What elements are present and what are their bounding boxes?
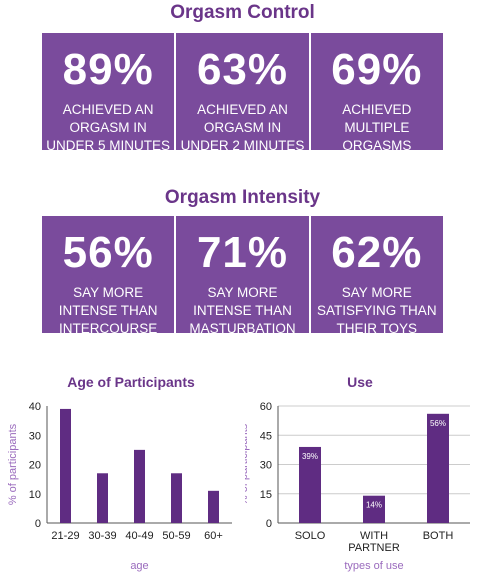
stat-description-line: SAY MORE [207, 285, 278, 300]
chart-title: Age of Participants [67, 374, 195, 390]
bar [363, 495, 385, 523]
x-tick-label: 40-49 [125, 530, 153, 542]
bar-data-label: 39% [302, 452, 318, 461]
stat-description: SAY MORE SATISFYING THAN THEIR TOYS [311, 284, 443, 338]
stat-description: ACHIEVED AN ORGASM IN UNDER 2 MINUTES [176, 101, 308, 155]
stat-description-line: ORGASM IN [69, 120, 147, 135]
stat-description-line: ORGASMS [342, 138, 412, 153]
y-tick-label: 20 [29, 460, 41, 472]
intensity-tile: 62% SAY MORE SATISFYING THAN THEIR TOYS [310, 216, 443, 336]
y-axis-label: % of participants [245, 423, 250, 505]
stat-value: 71% [196, 228, 289, 277]
stat-description-line: THEIR TOYS [336, 321, 418, 336]
x-axis-label: types of use [344, 560, 403, 572]
bar [427, 413, 449, 523]
stat-description-line: ACHIEVED AN [197, 102, 288, 117]
x-axis-label: age [130, 560, 148, 572]
stat-description-line: MULTIPLE [344, 120, 410, 135]
bar [97, 473, 108, 523]
stat-value: 89% [62, 45, 154, 94]
x-tick-label: 21-29 [51, 530, 79, 542]
stat-description-line: ORGASM IN [203, 120, 282, 135]
y-axis-label: % of participants [7, 423, 19, 505]
stat-description: SAY MORE INTENSE THAN MASTURBATION [176, 284, 308, 338]
orgasm-intensity-title: Orgasm Intensity [164, 187, 321, 208]
stat-description: ACHIEVED MULTIPLE ORGASMS [311, 101, 443, 155]
bar [134, 449, 145, 523]
orgasm-control-title: Orgasm Control [170, 2, 315, 23]
x-tick-label: SOLO [295, 530, 326, 542]
y-tick-label: 60 [260, 401, 272, 413]
y-tick-label: 15 [260, 489, 272, 501]
stat-description-line: ACHIEVED [342, 102, 412, 117]
stat-description-line: ACHIEVED AN [62, 102, 154, 117]
bar [171, 473, 182, 523]
intensity-tile: 56% SAY MORE INTENSE THAN INTERCOURSE [42, 216, 175, 336]
bar-data-label: 56% [430, 419, 446, 428]
stat-description-line: UNDER 2 MINUTES [180, 138, 305, 153]
bar [60, 408, 71, 523]
y-tick-label: 0 [35, 518, 41, 530]
x-tick-label: 60+ [204, 530, 223, 542]
stat-description-line: MASTURBATION [189, 321, 296, 336]
y-tick-label: 30 [260, 460, 272, 472]
stat-description-line: INTENSE THAN [58, 303, 158, 318]
stat-description-line: SATISFYING THAN [317, 303, 437, 318]
stat-description-line: INTENSE THAN [193, 303, 292, 318]
control-tile: 89% ACHIEVED AN ORGASM IN UNDER 5 MINUTES [42, 33, 175, 153]
y-tick-label: 30 [29, 430, 41, 442]
stat-value: 56% [62, 228, 154, 277]
stat-value: 63% [196, 45, 289, 94]
stat-description-line: INTERCOURSE [59, 321, 158, 336]
control-tiles: 89% ACHIEVED AN ORGASM IN UNDER 5 MINUTES 63… [42, 33, 443, 153]
x-tick-label: 50-59 [162, 530, 190, 542]
chart-title: Use [347, 374, 373, 390]
y-tick-label: 40 [29, 401, 41, 413]
stat-description-line: SAY MORE [341, 285, 412, 300]
stat-value: 62% [331, 228, 423, 277]
y-tick-label: 45 [260, 430, 272, 442]
stat-description: SAY MORE INTENSE THAN INTERCOURSE [42, 284, 174, 338]
stat-value: 69% [331, 45, 423, 94]
control-tile: 63% ACHIEVED AN ORGASM IN UNDER 2 MINUTES [176, 33, 309, 153]
x-tick-label: PARTNER [348, 542, 400, 554]
control-tile: 69% ACHIEVED MULTIPLE ORGASMS [310, 33, 443, 153]
x-tick-label: BOTH [423, 530, 454, 542]
bar [208, 490, 219, 523]
bar [299, 446, 321, 523]
intensity-tile: 71% SAY MORE INTENSE THAN MASTURBATION [176, 216, 309, 336]
stat-description-line: UNDER 5 MINUTES [46, 138, 171, 153]
x-tick-label: 30-39 [88, 530, 116, 542]
x-tick-label: WITH [360, 530, 388, 542]
intensity-tiles: 56% SAY MORE INTENSE THAN INTERCOURSE 71% SAY… [42, 216, 443, 336]
stat-description-line: SAY MORE [73, 285, 144, 300]
y-tick-label: 10 [29, 489, 41, 501]
y-tick-label: 0 [266, 518, 272, 530]
bar-data-label: 14% [366, 501, 382, 510]
stat-description: ACHIEVED AN ORGASM IN UNDER 5 MINUTES [42, 101, 174, 155]
age-chart: Age of Participants 0 10 20 30 40 21-29 30-39 40… [7, 374, 232, 572]
